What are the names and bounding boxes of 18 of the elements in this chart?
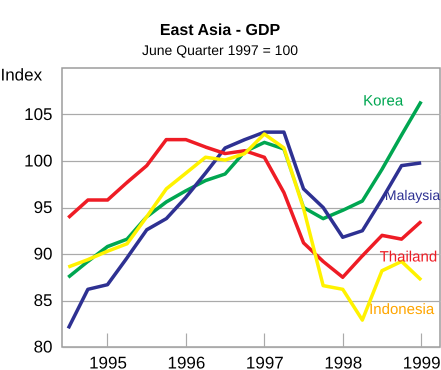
series-label: Malaysia [384, 186, 440, 203]
y-axis-title: Index [0, 66, 43, 84]
y-tick-label: 100 [24, 152, 52, 170]
chart-subtitle: June Quarter 1997 = 100 [142, 42, 298, 58]
y-tick-label: 95 [34, 198, 52, 217]
y-tick-label: 105 [24, 105, 52, 124]
y-tick-label: 85 [34, 291, 52, 310]
x-tick-label: 1997 [246, 354, 284, 370]
series-label: Indonesia [369, 301, 435, 318]
series-label: Korea [363, 92, 404, 110]
x-tick-label: 1996 [167, 354, 206, 370]
x-tick-label: 1999 [402, 354, 441, 370]
x-tick-label: 1995 [89, 354, 127, 370]
x-tick-label: 1998 [324, 354, 362, 370]
y-tick-label: 90 [34, 244, 52, 264]
y-tick-label: 80 [34, 338, 52, 356]
chart-title: East Asia - GDP [160, 22, 280, 39]
series-label: Thailand [380, 248, 438, 266]
